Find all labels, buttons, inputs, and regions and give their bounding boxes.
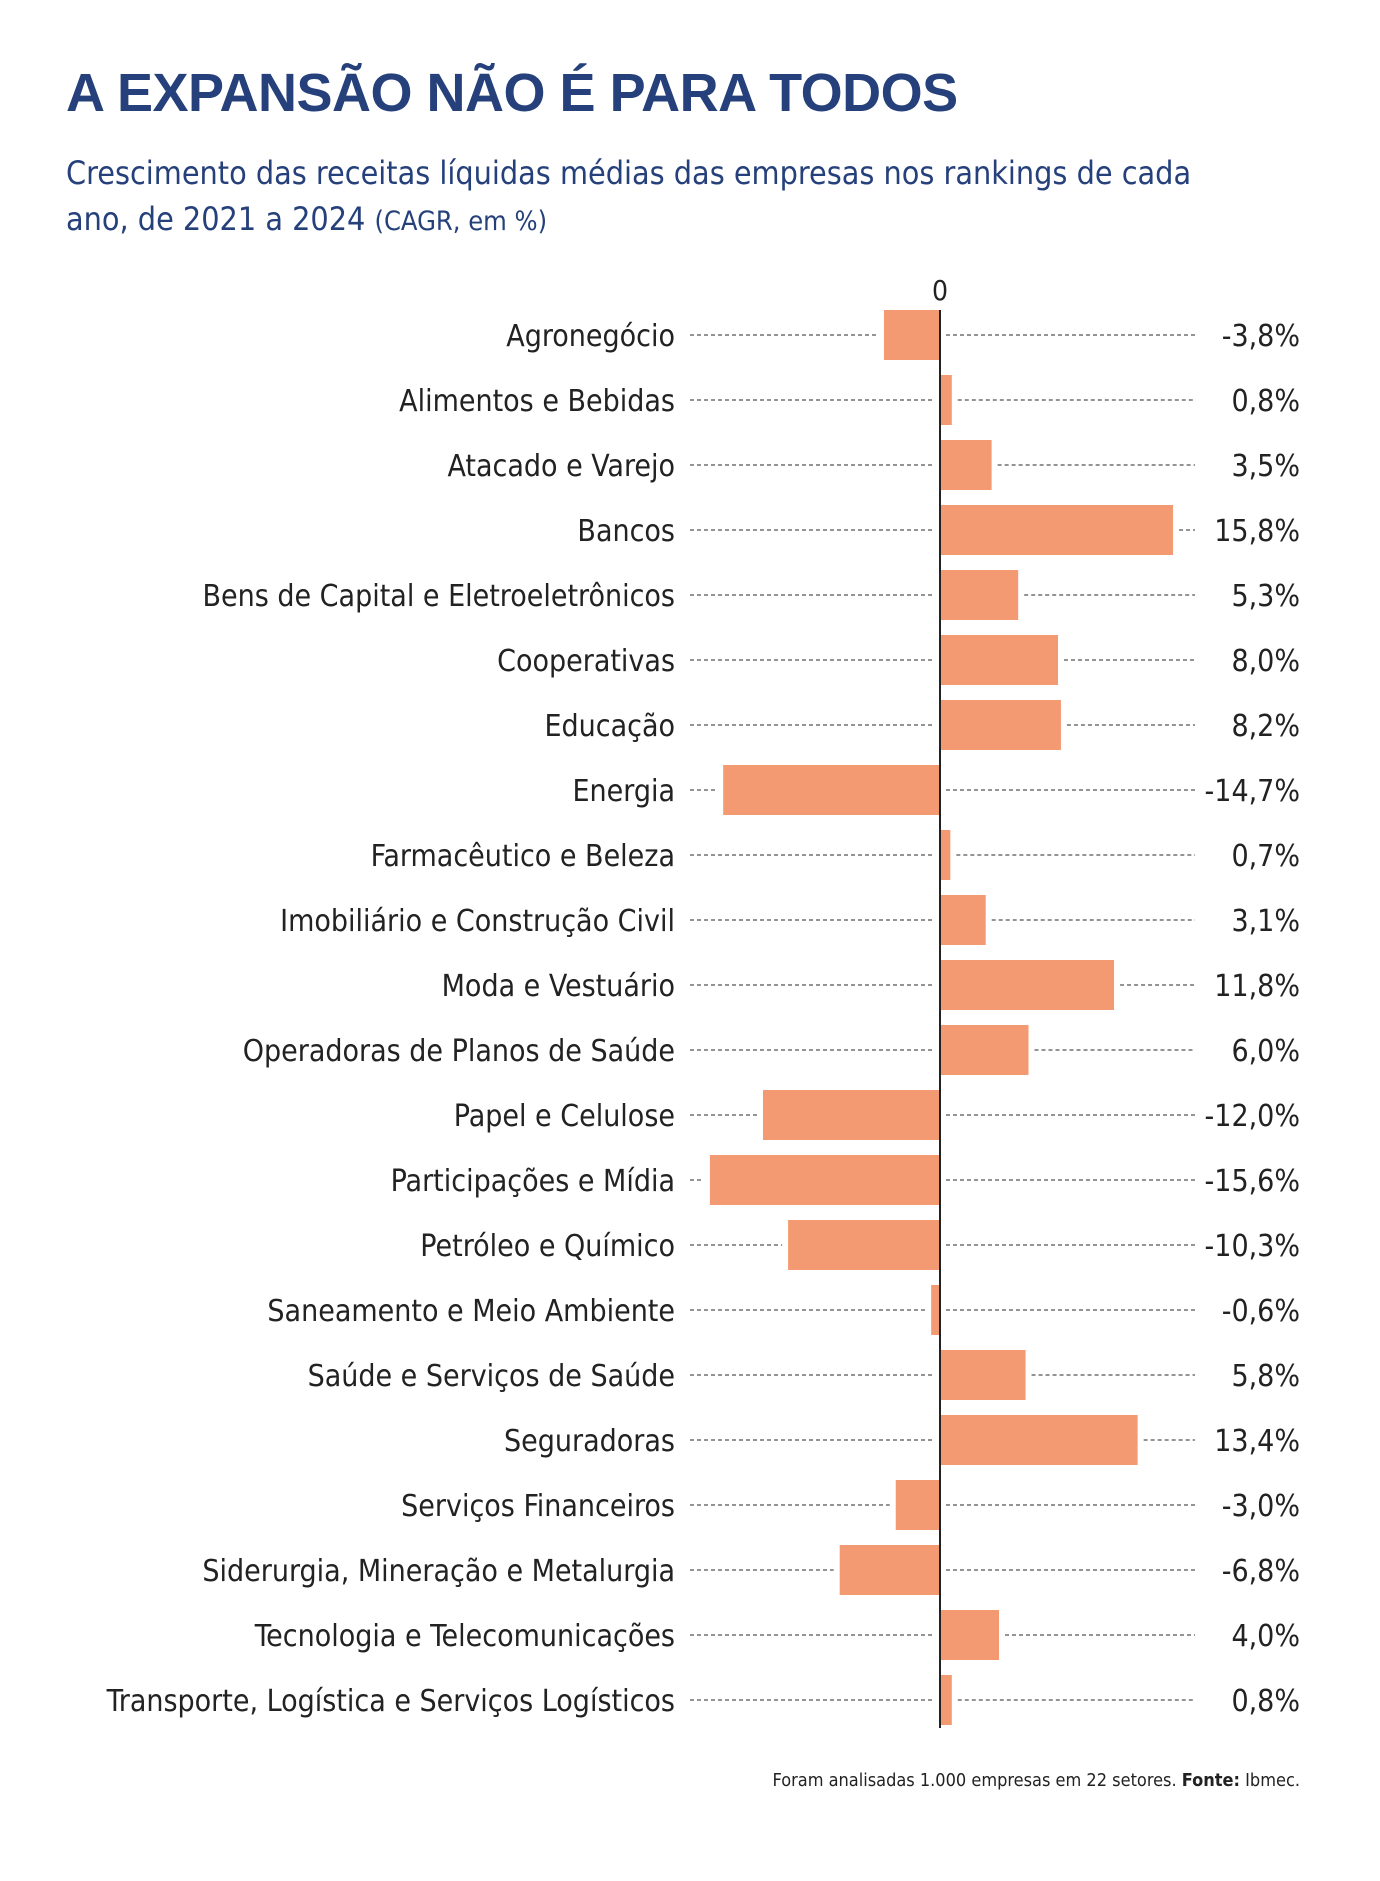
category-label: Imobiliário e Construção Civil [280,904,675,939]
bar [940,1415,1138,1465]
category-label: Operadoras de Planos de Saúde [243,1034,675,1069]
value-label: -10,3% [1205,1229,1300,1264]
value-label: 0,7% [1231,839,1300,874]
bar [895,1480,940,1530]
chart-title: A EXPANSÃO NÃO É PARA TODOS [66,63,958,123]
category-label: Alimentos e Bebidas [399,384,675,419]
value-label: 6,0% [1231,1034,1300,1069]
bar [940,570,1019,620]
bar [931,1285,940,1335]
value-label: -3,0% [1222,1489,1300,1524]
chart-subtitle: Crescimento das receitas líquidas médias… [66,150,1216,245]
subtitle-text: Crescimento das receitas líquidas médias… [66,154,1192,238]
category-label: Moda e Vestuário [442,969,675,1004]
category-label: Siderurgia, Mineração e Metalurgia [202,1554,675,1589]
bar [788,1220,940,1270]
category-labels: Agronegócio Alimentos e Bebidas Atacado e … [106,319,675,1719]
category-label: Participações e Mídia [391,1164,675,1199]
value-label: 5,3% [1231,579,1300,614]
bars [709,310,1174,1725]
bar [940,960,1115,1010]
category-label: Saúde e Serviços de Saúde [308,1359,675,1394]
value-label: -15,6% [1205,1164,1300,1199]
value-label: 3,1% [1231,904,1300,939]
value-label: -3,8% [1222,319,1300,354]
category-label: Bancos [577,514,675,549]
value-label: 3,5% [1231,449,1300,484]
footnote-source: Ibmec. [1245,1770,1300,1791]
value-label: -6,8% [1222,1554,1300,1589]
bar [940,635,1058,685]
footnote-text: Foram analisadas 1.000 empresas em 22 se… [772,1770,1177,1791]
footnote-source-label: Fonte: [1181,1770,1240,1791]
value-label: 0,8% [1231,1684,1300,1719]
bar [763,1090,940,1140]
category-label: Transporte, Logística e Serviços Logísti… [106,1684,675,1719]
value-label: 8,2% [1231,709,1300,744]
bar [839,1545,940,1595]
bar [723,765,940,815]
value-label: -0,6% [1222,1294,1300,1329]
bar [940,440,992,490]
category-label: Cooperativas [497,644,675,679]
footnote: Foram analisadas 1.000 empresas em 22 se… [773,1770,1300,1791]
category-label: Papel e Celulose [454,1099,675,1134]
value-label: 13,4% [1214,1424,1300,1459]
value-label: 11,8% [1214,969,1300,1004]
bar-chart: Agronegócio Alimentos e Bebidas Atacado e … [106,274,1300,1728]
category-label: Atacado e Varejo [447,449,675,484]
bar [940,505,1174,555]
value-label: -14,7% [1205,774,1300,809]
bar [940,895,986,945]
bar [940,1025,1029,1075]
bar [940,830,951,880]
category-label: Seguradoras [504,1424,675,1459]
zero-tick-label: 0 [932,274,948,307]
value-label: 8,0% [1231,644,1300,679]
value-label: 4,0% [1231,1619,1300,1654]
category-label: Petróleo e Químico [420,1229,675,1264]
bar [940,700,1061,750]
value-label: -12,0% [1205,1099,1300,1134]
value-label: 5,8% [1231,1359,1300,1394]
bar [940,375,952,425]
category-label: Educação [544,709,675,744]
bar [940,1350,1026,1400]
category-label: Farmacêutico e Beleza [371,839,675,874]
value-labels: -3,8% 0,8% 3,5% 15,8% 5,3% 8,0% 8,2% -14,7% 0,7%… [1205,319,1300,1719]
subtitle-unit: (CAGR, em %) [374,206,548,237]
category-label: Bens de Capital e Eletroeletrônicos [202,579,675,614]
category-label: Tecnologia e Telecomunicações [254,1619,675,1654]
value-label: 15,8% [1214,514,1300,549]
category-label: Energia [572,774,675,809]
bar [940,1675,952,1725]
leader-lines [690,334,1195,1701]
bar [709,1155,940,1205]
bar [940,1610,999,1660]
value-label: 0,8% [1231,384,1300,419]
category-label: Saneamento e Meio Ambiente [267,1294,675,1329]
category-label: Serviços Financeiros [401,1489,675,1524]
bar [883,310,940,360]
category-label: Agronegócio [506,319,675,354]
